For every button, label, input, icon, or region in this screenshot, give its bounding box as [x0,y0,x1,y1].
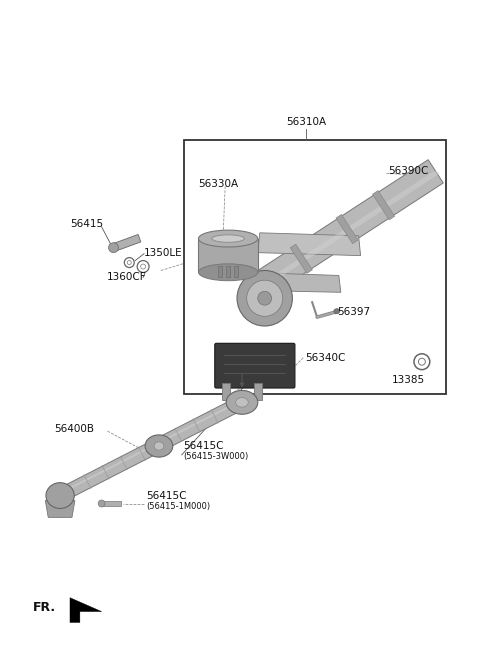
Text: FR.: FR. [33,601,56,614]
Polygon shape [248,272,341,293]
Bar [222,382,230,400]
Text: 56397: 56397 [337,307,370,317]
Ellipse shape [258,291,272,305]
Text: 56330A: 56330A [199,179,239,189]
Ellipse shape [145,435,173,457]
Bar [218,266,222,277]
Text: 1360CF: 1360CF [107,272,146,283]
Text: 56390C: 56390C [388,167,429,176]
Text: 56415: 56415 [70,219,103,229]
Text: 56310A: 56310A [286,117,326,127]
Polygon shape [372,191,395,220]
Polygon shape [102,501,121,506]
Polygon shape [290,244,312,274]
Polygon shape [258,233,360,256]
FancyBboxPatch shape [215,343,295,388]
Text: 56400B: 56400B [54,424,94,434]
Text: (56415-3W000): (56415-3W000) [184,452,249,461]
Text: 13385: 13385 [392,375,425,384]
Bar [254,382,262,400]
Text: 56415C: 56415C [146,491,187,501]
Ellipse shape [154,442,164,450]
Bar [199,239,258,272]
Ellipse shape [334,309,340,314]
Text: 1350LE: 1350LE [144,248,183,258]
Bar [226,266,230,277]
Ellipse shape [226,390,258,414]
Polygon shape [112,234,141,251]
Text: 56415C: 56415C [184,441,224,451]
Ellipse shape [199,264,258,281]
Ellipse shape [46,483,74,508]
Polygon shape [70,598,102,623]
Bar [234,266,238,277]
Ellipse shape [247,280,283,316]
Polygon shape [336,215,358,243]
Ellipse shape [108,243,119,253]
Ellipse shape [236,398,248,407]
Polygon shape [252,171,440,293]
Text: (56415-1M000): (56415-1M000) [146,502,210,510]
Ellipse shape [98,500,105,507]
Polygon shape [59,400,241,495]
Polygon shape [245,159,443,302]
Polygon shape [57,396,245,502]
Ellipse shape [212,235,244,242]
Polygon shape [45,501,75,518]
Ellipse shape [237,270,292,326]
Ellipse shape [199,230,258,247]
Text: 56340C: 56340C [305,353,346,363]
Bar [184,140,445,394]
